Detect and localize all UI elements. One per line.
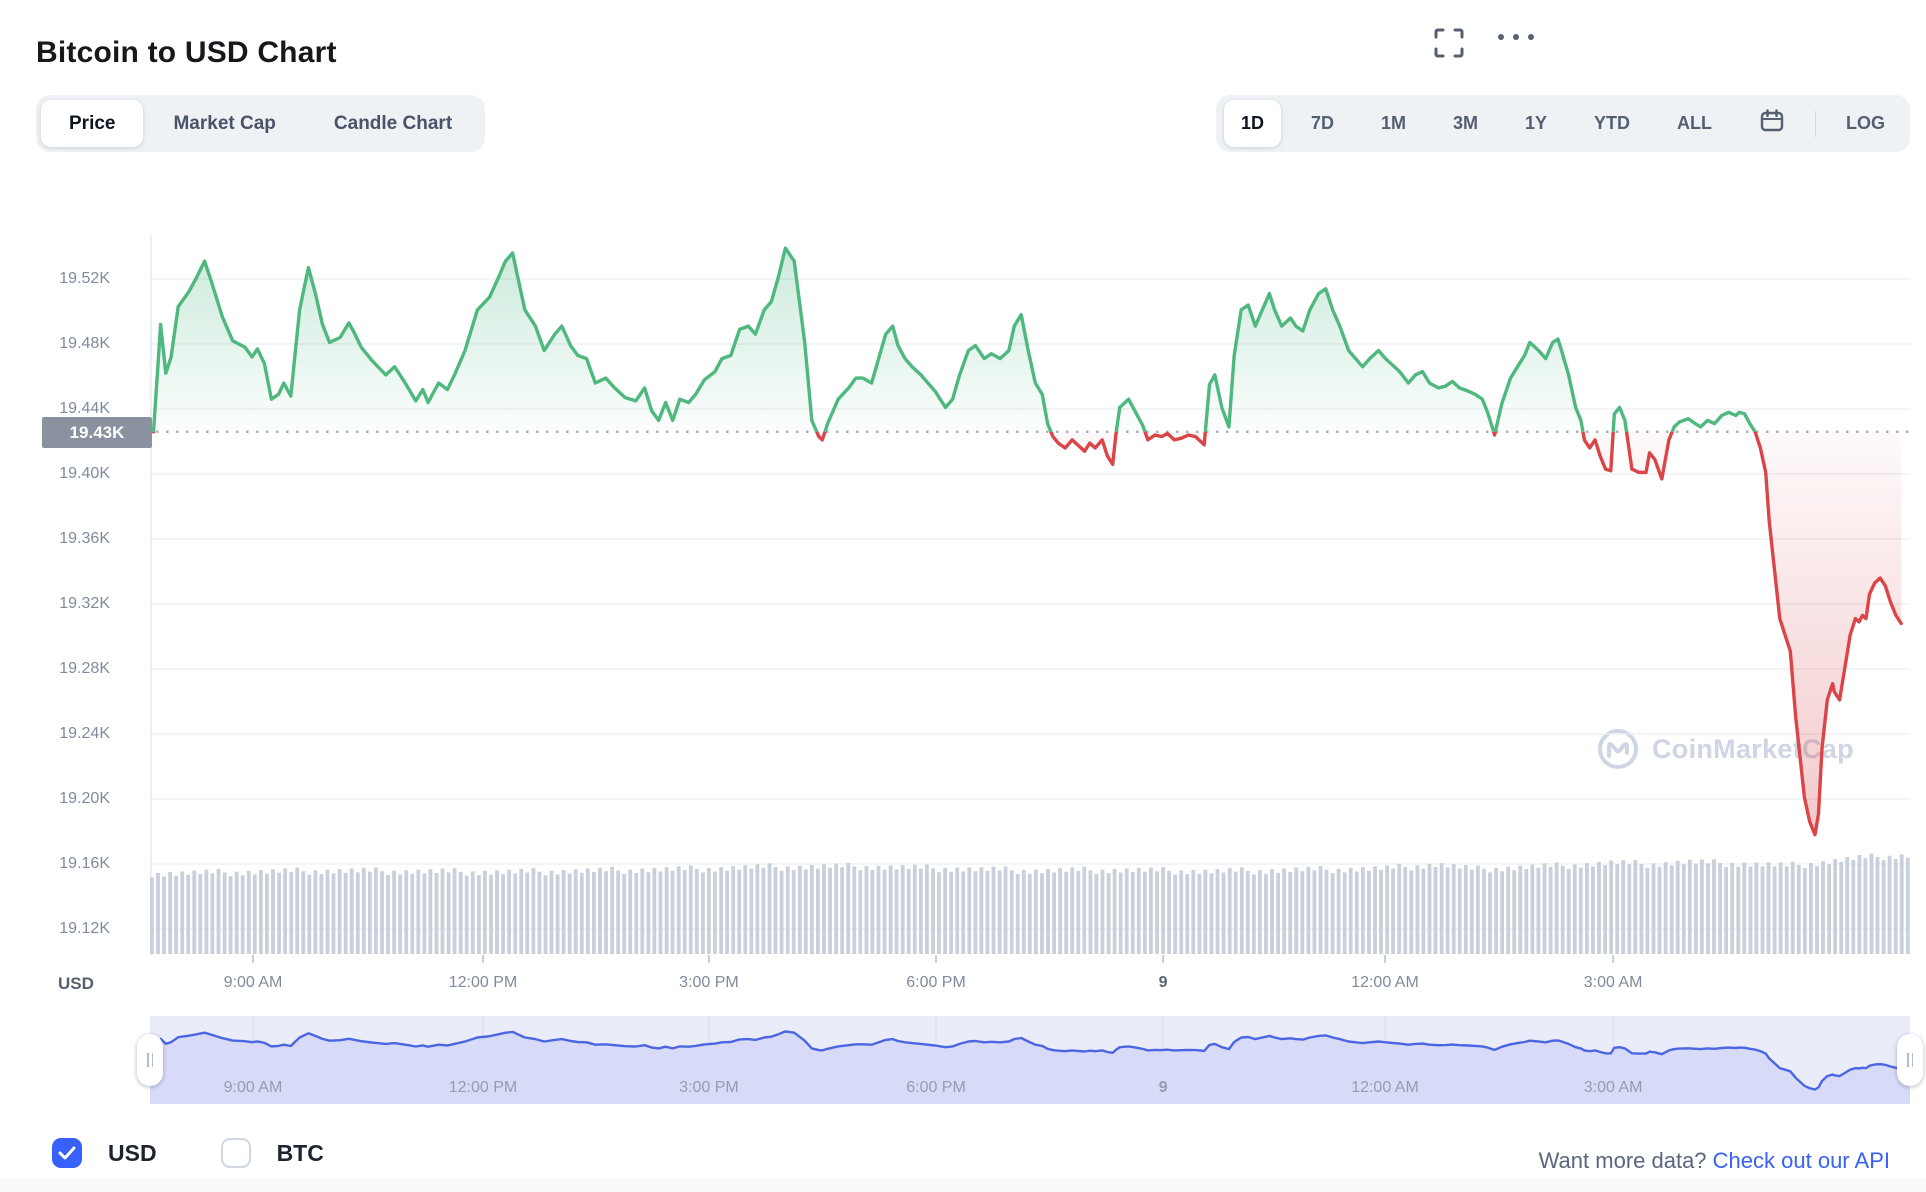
x-tick-label: 9 — [1158, 974, 1168, 991]
page-background-strip — [0, 1178, 1926, 1192]
y-tick-label: 19.28K — [59, 660, 110, 677]
price-line-up — [151, 246, 1757, 432]
calendar-icon — [1760, 109, 1784, 132]
coinmarketcap-logo-icon — [1598, 729, 1638, 769]
baseline-price-badge: 19.43K — [42, 417, 152, 448]
x-tick-label: 3:00 PM — [679, 974, 739, 991]
tab-market-cap[interactable]: Market Cap — [145, 100, 303, 147]
y-tick-label: 19.44K — [59, 400, 110, 417]
x-tick-label: 12:00 AM — [1351, 974, 1419, 991]
navigator-left-handle[interactable] — [137, 1034, 163, 1086]
tab-candle-chart[interactable]: Candle Chart — [306, 100, 480, 147]
log-scale-button[interactable]: LOG — [1829, 100, 1902, 147]
usd-checkbox[interactable] — [52, 1138, 82, 1168]
x-tick-label: 12:00 PM — [448, 974, 518, 991]
range-1y[interactable]: 1Y — [1508, 100, 1564, 147]
usd-toggle-label: USD — [108, 1139, 157, 1166]
fullscreen-button[interactable] — [1432, 26, 1466, 63]
tab-price[interactable]: Price — [41, 100, 144, 147]
svg-text:9:00 AM: 9:00 AM — [224, 1079, 283, 1096]
currency-toggles: USD BTC — [52, 1138, 324, 1168]
calendar-button[interactable] — [1742, 100, 1802, 147]
navigator-chart[interactable]: 9:00 AM 12:00 PM 3:00 PM 6:00 PM 9 12:00 AM 3:… — [150, 1016, 1910, 1104]
range-selector: 1D 7D 1M 3M 1Y YTD ALL LOG — [1216, 95, 1910, 152]
y-tick-label: 19.36K — [59, 530, 110, 547]
y-tick-label: 19.24K — [59, 725, 110, 742]
svg-text:12:00 PM: 12:00 PM — [449, 1079, 517, 1096]
y-tick-label: 19.40K — [59, 465, 110, 482]
navigator-right-handle[interactable] — [1897, 1034, 1923, 1086]
btc-checkbox[interactable] — [220, 1138, 251, 1168]
y-tick-label: 19.20K — [59, 790, 110, 807]
toggle-usd[interactable]: USD — [52, 1138, 157, 1168]
x-tick-label: 6:00 PM — [906, 974, 966, 991]
btc-toggle-label: BTC — [276, 1139, 324, 1166]
page-title: Bitcoin to USD Chart — [36, 36, 337, 70]
range-1d[interactable]: 1D — [1224, 100, 1282, 147]
svg-text:9: 9 — [1159, 1079, 1168, 1096]
navigator-line — [150, 1030, 1910, 1091]
svg-text:3:00 PM: 3:00 PM — [679, 1079, 739, 1096]
range-divider — [1814, 110, 1816, 137]
api-cta: Want more data? Check out our API — [1539, 1148, 1890, 1174]
x-tick-label: 3:00 AM — [1583, 974, 1643, 991]
volume-bars — [150, 853, 1916, 954]
y-tick-label: 19.16K — [59, 855, 110, 872]
range-ytd[interactable]: YTD — [1577, 100, 1647, 147]
api-cta-prompt: Want more data? — [1538, 1148, 1707, 1173]
y-tick-label: 19.48K — [59, 335, 110, 352]
check-icon — [58, 1146, 76, 1160]
range-7d[interactable]: 7D — [1294, 100, 1351, 147]
y-tick-label: 19.12K — [59, 920, 110, 937]
price-chart-canvas[interactable] — [150, 235, 1916, 963]
more-options-button[interactable] — [1498, 34, 1534, 40]
svg-text:12:00 AM: 12:00 AM — [1351, 1079, 1419, 1096]
y-tick-label: 19.52K — [59, 270, 110, 287]
range-1m[interactable]: 1M — [1364, 100, 1423, 147]
axis-currency-label: USD — [58, 974, 94, 993]
svg-text:3:00 AM: 3:00 AM — [1584, 1079, 1643, 1096]
price-line-down — [151, 431, 1903, 837]
range-all[interactable]: ALL — [1660, 100, 1729, 147]
x-tick-label: 9:00 AM — [223, 974, 283, 991]
range-3m[interactable]: 3M — [1436, 100, 1495, 147]
y-tick-label: 19.32K — [59, 595, 110, 612]
toggle-btc[interactable]: BTC — [220, 1138, 324, 1168]
chart-type-tabs: Price Market Cap Candle Chart — [36, 95, 486, 152]
fullscreen-icon — [1434, 28, 1464, 58]
svg-text:6:00 PM: 6:00 PM — [906, 1079, 966, 1096]
ellipsis-icon — [1498, 34, 1504, 40]
api-link[interactable]: Check out our API — [1712, 1148, 1890, 1173]
